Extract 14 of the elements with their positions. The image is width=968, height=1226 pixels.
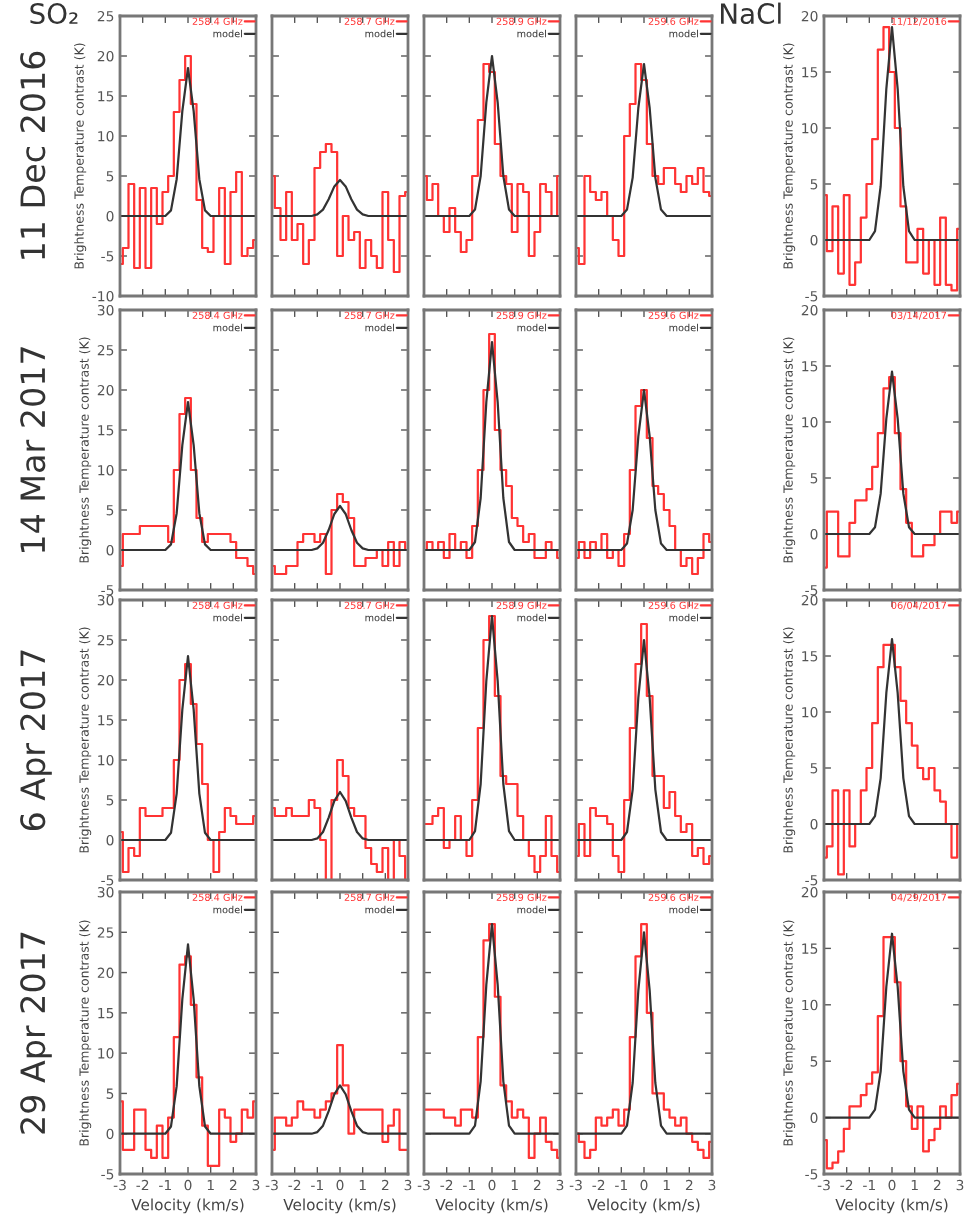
line-series <box>120 654 256 842</box>
line-series <box>120 66 256 218</box>
text: 11 Dec 2016 <box>20 51 46 259</box>
line-series <box>824 638 960 826</box>
line-series <box>824 26 960 242</box>
text: 6 Apr 2017 <box>20 650 52 831</box>
line-series <box>824 932 960 1119</box>
line-series <box>824 370 960 536</box>
text: 14 Mar 2017 <box>20 347 46 552</box>
chart-title: NaCl <box>721 2 781 25</box>
text: 29 Apr 2017 <box>20 932 52 1134</box>
chart-title: SO₂ <box>30 3 78 25</box>
line-series <box>120 943 256 1135</box>
line-series <box>120 400 256 552</box>
